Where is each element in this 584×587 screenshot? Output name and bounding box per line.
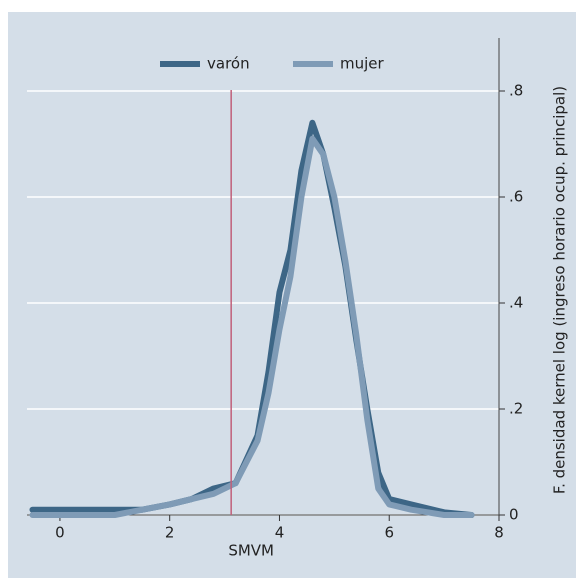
x-tick-label: 8 xyxy=(494,524,504,542)
reference-label: SMVM xyxy=(228,542,274,560)
y-tick-label: .8 xyxy=(509,82,523,100)
plot-background xyxy=(8,12,576,578)
y-tick-label: .6 xyxy=(509,188,523,206)
y-axis-title: F. densidad kernel log (ingreso horario … xyxy=(551,86,569,494)
y-tick-label: .4 xyxy=(509,294,523,312)
x-tick-label: 6 xyxy=(384,524,394,542)
x-tick-label: 0 xyxy=(55,524,65,542)
y-tick-label: 0 xyxy=(509,506,519,524)
legend-label: mujer xyxy=(340,55,385,73)
x-tick-label: 4 xyxy=(275,524,285,542)
legend-label: varón xyxy=(207,55,250,73)
y-tick-label: .2 xyxy=(509,400,523,418)
x-tick-label: 2 xyxy=(165,524,175,542)
series-line xyxy=(29,135,475,518)
